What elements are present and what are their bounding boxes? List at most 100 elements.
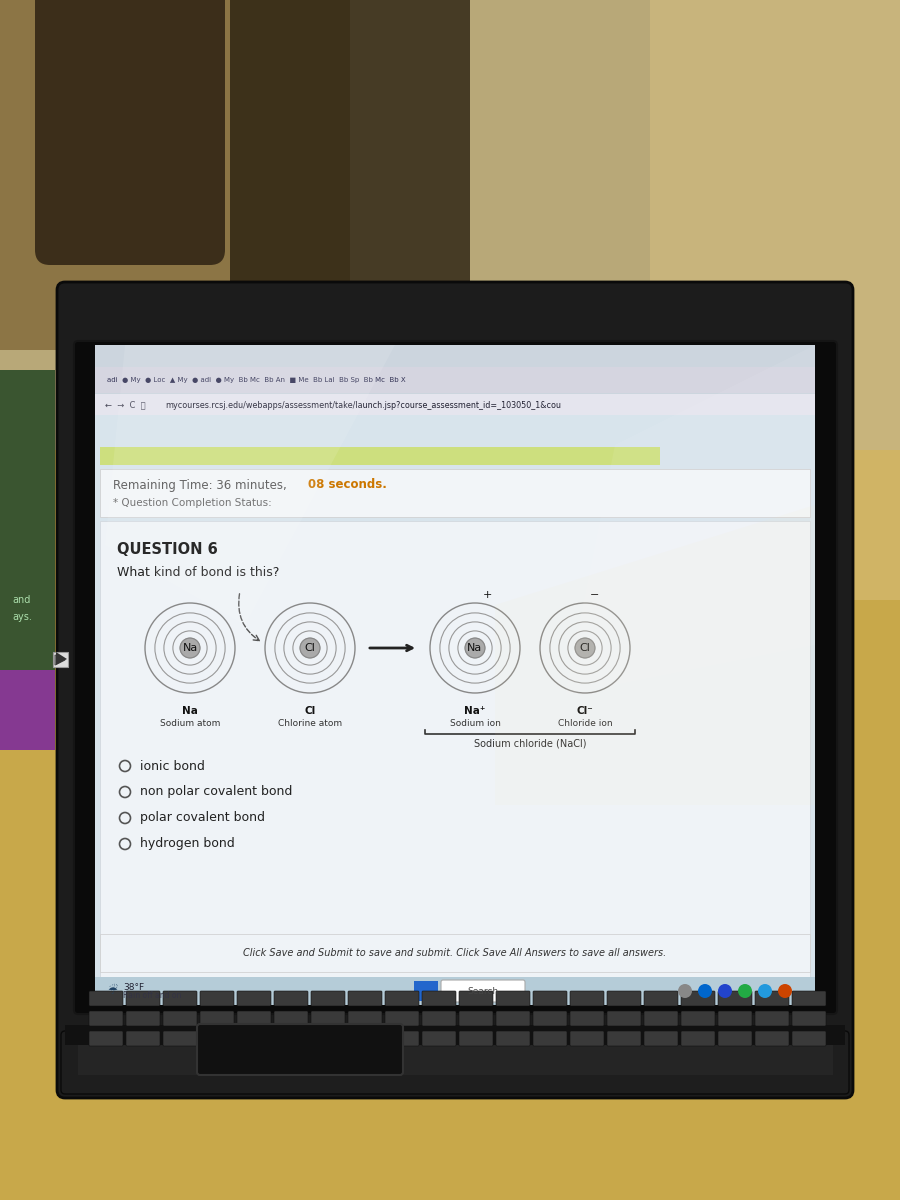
FancyBboxPatch shape (95, 394, 815, 415)
FancyBboxPatch shape (385, 1031, 419, 1046)
Text: +: + (482, 590, 491, 600)
FancyBboxPatch shape (89, 1031, 123, 1046)
Text: adi  ● My  ● Loc  ▲ My  ● adi  ● My  Bb Mc  Bb An  ■ Me  Bb Lal  Bb Sp  Bb Mc  B: adi ● My ● Loc ▲ My ● adi ● My Bb Mc Bb … (107, 377, 406, 383)
FancyBboxPatch shape (200, 1031, 234, 1046)
FancyBboxPatch shape (163, 1031, 197, 1046)
FancyBboxPatch shape (274, 1031, 308, 1046)
FancyBboxPatch shape (126, 1010, 160, 1026)
Text: Rain off and on: Rain off and on (123, 991, 182, 1001)
FancyBboxPatch shape (459, 1010, 493, 1026)
Text: * Question Completion Status:: * Question Completion Status: (113, 498, 272, 508)
FancyBboxPatch shape (459, 991, 493, 1006)
FancyBboxPatch shape (422, 1031, 456, 1046)
Text: polar covalent bond: polar covalent bond (140, 811, 265, 824)
Text: 08 seconds.: 08 seconds. (308, 479, 387, 492)
Text: 38°F: 38°F (123, 983, 144, 991)
FancyBboxPatch shape (385, 1010, 419, 1026)
FancyBboxPatch shape (718, 991, 752, 1006)
FancyBboxPatch shape (348, 1031, 382, 1046)
FancyBboxPatch shape (74, 341, 837, 1014)
FancyBboxPatch shape (89, 991, 123, 1006)
FancyBboxPatch shape (755, 991, 789, 1006)
FancyBboxPatch shape (755, 1031, 789, 1046)
FancyBboxPatch shape (0, 1162, 900, 1200)
Polygon shape (55, 655, 65, 665)
FancyBboxPatch shape (644, 1010, 678, 1026)
FancyBboxPatch shape (100, 521, 810, 977)
FancyBboxPatch shape (718, 1031, 752, 1046)
Text: Search: Search (467, 986, 499, 996)
FancyBboxPatch shape (100, 469, 810, 517)
FancyBboxPatch shape (459, 1031, 493, 1046)
FancyBboxPatch shape (496, 991, 530, 1006)
Text: Remaining Time: 36 minutes,: Remaining Time: 36 minutes, (113, 479, 291, 492)
FancyBboxPatch shape (792, 991, 826, 1006)
Text: Na: Na (467, 643, 482, 653)
Circle shape (738, 984, 752, 998)
Text: Cl: Cl (304, 706, 316, 716)
FancyBboxPatch shape (422, 991, 456, 1006)
FancyBboxPatch shape (755, 1010, 789, 1026)
Circle shape (180, 638, 200, 658)
FancyBboxPatch shape (533, 991, 567, 1006)
FancyBboxPatch shape (0, 0, 350, 350)
Text: Chlorine atom: Chlorine atom (278, 720, 342, 728)
Text: and: and (12, 595, 31, 605)
FancyBboxPatch shape (61, 1031, 849, 1094)
FancyBboxPatch shape (95, 415, 815, 977)
Text: What kind of bond is this?: What kind of bond is this? (117, 566, 279, 580)
FancyBboxPatch shape (78, 1045, 833, 1075)
Polygon shape (56, 652, 67, 665)
FancyBboxPatch shape (441, 980, 525, 1002)
Text: QUESTION 6: QUESTION 6 (117, 541, 218, 557)
Text: Na⁺: Na⁺ (464, 706, 486, 716)
Text: ☔: ☔ (107, 986, 117, 996)
Text: ionic bond: ionic bond (140, 760, 205, 773)
FancyBboxPatch shape (385, 991, 419, 1006)
Text: non polar covalent bond: non polar covalent bond (140, 786, 292, 798)
FancyBboxPatch shape (95, 367, 815, 392)
FancyBboxPatch shape (607, 991, 641, 1006)
FancyBboxPatch shape (237, 991, 271, 1006)
FancyBboxPatch shape (237, 1031, 271, 1046)
Polygon shape (565, 346, 815, 695)
Text: Cl: Cl (580, 643, 590, 653)
FancyBboxPatch shape (89, 1010, 123, 1026)
Text: Chloride ion: Chloride ion (558, 720, 612, 728)
FancyBboxPatch shape (607, 1010, 641, 1026)
Text: Click Save and Submit to save and submit. Click Save All Answers to save all ans: Click Save and Submit to save and submit… (243, 948, 667, 958)
FancyBboxPatch shape (0, 670, 55, 750)
Circle shape (718, 984, 732, 998)
Polygon shape (105, 346, 395, 625)
Text: hydrogen bond: hydrogen bond (140, 838, 235, 851)
FancyBboxPatch shape (718, 1010, 752, 1026)
FancyBboxPatch shape (311, 1010, 345, 1026)
FancyBboxPatch shape (496, 1010, 530, 1026)
FancyBboxPatch shape (95, 346, 815, 1006)
FancyBboxPatch shape (533, 1010, 567, 1026)
FancyBboxPatch shape (792, 1031, 826, 1046)
FancyBboxPatch shape (533, 1031, 567, 1046)
FancyBboxPatch shape (496, 1031, 530, 1046)
FancyBboxPatch shape (311, 991, 345, 1006)
FancyBboxPatch shape (348, 1010, 382, 1026)
Text: Sodium atom: Sodium atom (160, 720, 220, 728)
Text: Sodium chloride (NaCl): Sodium chloride (NaCl) (473, 739, 586, 749)
FancyBboxPatch shape (681, 1010, 715, 1026)
Text: Sodium ion: Sodium ion (450, 720, 500, 728)
FancyBboxPatch shape (237, 1010, 271, 1026)
FancyBboxPatch shape (274, 1010, 308, 1026)
FancyBboxPatch shape (274, 991, 308, 1006)
FancyBboxPatch shape (100, 446, 660, 464)
FancyBboxPatch shape (0, 370, 55, 750)
FancyBboxPatch shape (0, 450, 900, 1200)
FancyBboxPatch shape (95, 977, 815, 1006)
FancyBboxPatch shape (570, 1031, 604, 1046)
FancyBboxPatch shape (422, 1010, 456, 1026)
FancyBboxPatch shape (311, 1031, 345, 1046)
FancyBboxPatch shape (200, 991, 234, 1006)
FancyBboxPatch shape (650, 0, 900, 600)
FancyBboxPatch shape (607, 1031, 641, 1046)
Text: Cl⁻: Cl⁻ (577, 706, 593, 716)
Circle shape (698, 984, 712, 998)
